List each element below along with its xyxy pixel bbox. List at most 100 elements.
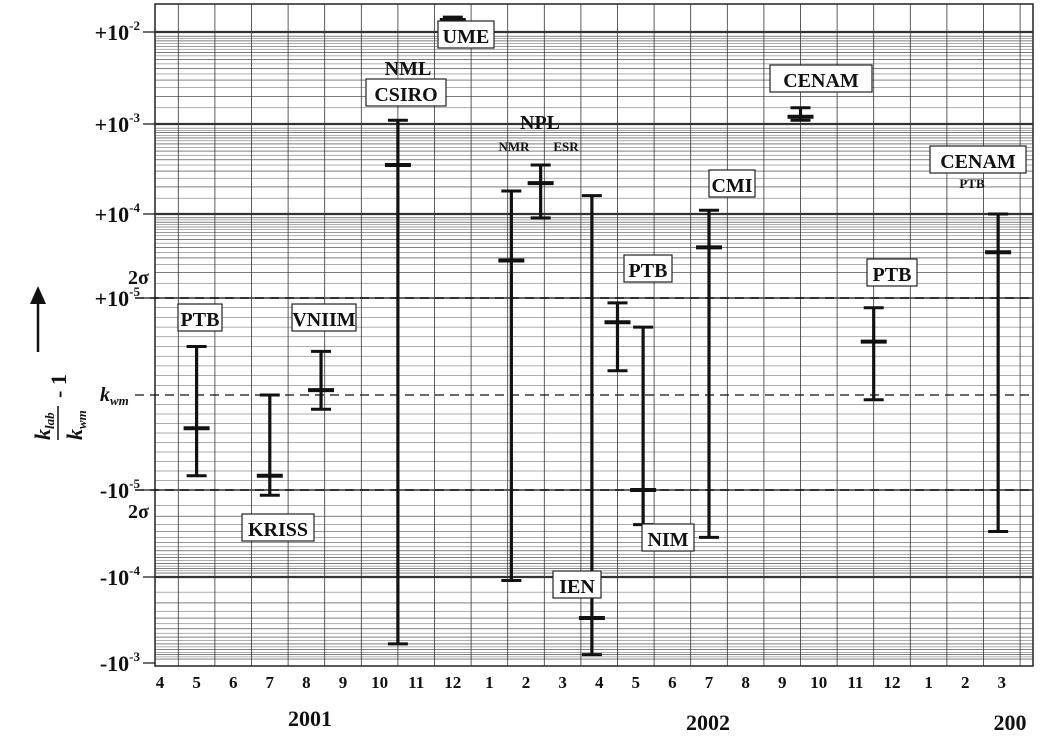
x-tick-label: 1 xyxy=(485,673,494,692)
x-tick-label: 10 xyxy=(810,673,827,692)
y-tick-label-exponent: -4 xyxy=(129,563,140,578)
lab-label-box xyxy=(929,145,1027,174)
x-tick-label: 8 xyxy=(302,673,311,692)
lab-label-text: NMR xyxy=(498,139,530,154)
lab-label-text: CMI xyxy=(711,175,752,197)
x-tick-label: 7 xyxy=(266,673,275,692)
error-bar-nml-csiro xyxy=(384,118,411,646)
lab-label: CENAM xyxy=(769,64,873,93)
lab-label: PTB xyxy=(623,254,673,283)
y-tick-label: +10-5 xyxy=(95,284,141,311)
lab-label: PTB xyxy=(177,303,223,332)
x-tick-label: 8 xyxy=(741,673,750,692)
lab-label: PTB xyxy=(866,258,918,287)
lab-label-text: PTB xyxy=(629,260,668,282)
lab-label-box xyxy=(769,64,873,93)
error-bar-cenam xyxy=(787,106,814,122)
lab-label-text: CSIRO xyxy=(374,84,437,106)
lab-label: CMI xyxy=(708,169,756,198)
lab-label-box xyxy=(623,254,673,283)
x-year-label: 2001 xyxy=(288,706,332,731)
y-tick-label: +10-3 xyxy=(95,110,141,137)
y-tick-label: +10-4 xyxy=(95,200,141,227)
lab-label-layer: PTB KRISS VNIIM NML CSIRO UME NPL NMR ESR IEN PTB N… xyxy=(177,20,1027,599)
lab-label-box xyxy=(291,303,357,332)
lab-label-text: VNIIM xyxy=(292,309,355,331)
y-tick-label-exponent: -2 xyxy=(129,18,140,33)
x-year-label: 200 xyxy=(994,710,1027,735)
x-tick-label: 5 xyxy=(192,673,201,692)
lab-label: CSIRO xyxy=(365,78,447,107)
plot-frame xyxy=(154,3,1034,667)
x-year-label: 2002 xyxy=(686,710,730,735)
grid-layer xyxy=(154,3,1034,667)
x-tick-label: 5 xyxy=(632,673,641,692)
error-bar-cenam-ptb xyxy=(985,212,1012,534)
x-tick-label: 9 xyxy=(778,673,787,692)
y-axis-arrow-head xyxy=(30,286,46,304)
lab-label-box xyxy=(866,258,918,287)
x-tick-label: 6 xyxy=(229,673,238,692)
y-tick-label-base: +10 xyxy=(95,202,130,227)
lab-label: VNIIM xyxy=(291,303,357,332)
x-tick-label: 2 xyxy=(522,673,531,692)
lab-label-box xyxy=(177,303,223,332)
lab-label-text: PTB xyxy=(181,309,220,331)
lab-label-box xyxy=(641,523,695,552)
lab-label: NML xyxy=(385,58,432,80)
lab-label-box xyxy=(437,20,495,49)
lab-label-text: ESR xyxy=(553,139,579,154)
lab-label-text: PTB xyxy=(959,176,985,191)
error-bar-layer xyxy=(183,15,1012,657)
y-tick-label: -10-3 xyxy=(100,649,141,676)
y-tick-label: -10-4 xyxy=(100,563,141,590)
lab-label-text: CENAM xyxy=(940,151,1016,173)
x-tick-label: 3 xyxy=(558,673,567,692)
x-tick-label: 11 xyxy=(847,673,863,692)
x-tick-label: 4 xyxy=(595,673,604,692)
lab-label-box xyxy=(708,169,756,198)
y-tick-label-base: +10 xyxy=(95,20,130,45)
x-tick-label: 7 xyxy=(705,673,714,692)
y-tick-label: +10-2 xyxy=(95,18,140,45)
y-tick-label-base: -10 xyxy=(100,651,129,676)
error-bar-ptb xyxy=(860,306,887,402)
x-tick-label: 10 xyxy=(371,673,388,692)
lab-label: CENAM xyxy=(929,145,1027,174)
lab-label-text: NML xyxy=(385,58,432,80)
y-axis-denominator: kwm xyxy=(62,410,89,440)
lab-label: NIM xyxy=(641,523,695,552)
lab-label-text: NIM xyxy=(647,529,688,551)
y-tick-label-base: -10 xyxy=(100,478,129,503)
y-axis-numerator: klab xyxy=(30,412,57,440)
lab-label-text: PTB xyxy=(873,264,912,286)
x-tick-label: 4 xyxy=(156,673,165,692)
x-tick-label: 12 xyxy=(444,673,461,692)
x-tick-label: 1 xyxy=(924,673,933,692)
error-bar-vniim xyxy=(308,349,335,411)
sigma-label-lower: 2σ xyxy=(128,501,149,523)
y-tick-label-base: +10 xyxy=(95,286,130,311)
lab-label: UME xyxy=(437,20,495,49)
y-tick-label-kwm-sub: wm xyxy=(110,393,129,408)
lab-label-box xyxy=(241,513,315,542)
lab-label-box xyxy=(365,78,447,107)
y-tick-label-base: -10 xyxy=(100,565,129,590)
error-bar-ptb xyxy=(183,345,210,478)
error-bar-kriss xyxy=(256,393,283,497)
y-axis-denominator-sub: wm xyxy=(74,410,89,429)
y-tick-label-base: +10 xyxy=(95,112,130,137)
y-tick-label-exponent: -5 xyxy=(129,284,140,299)
y-tick-label-kwm: kwm xyxy=(100,384,129,408)
lab-label: NMR xyxy=(498,139,530,154)
error-bar-cmi xyxy=(696,208,722,539)
lab-label-text: IEN xyxy=(559,576,595,598)
lab-label: NPL xyxy=(520,112,560,134)
x-tick-label: 3 xyxy=(998,673,1007,692)
y-tick-label-exponent: -3 xyxy=(129,649,140,664)
lab-label-text: KRISS xyxy=(248,519,308,541)
lab-label-text: UME xyxy=(443,26,490,48)
sigma-label-upper: 2σ xyxy=(128,267,149,289)
